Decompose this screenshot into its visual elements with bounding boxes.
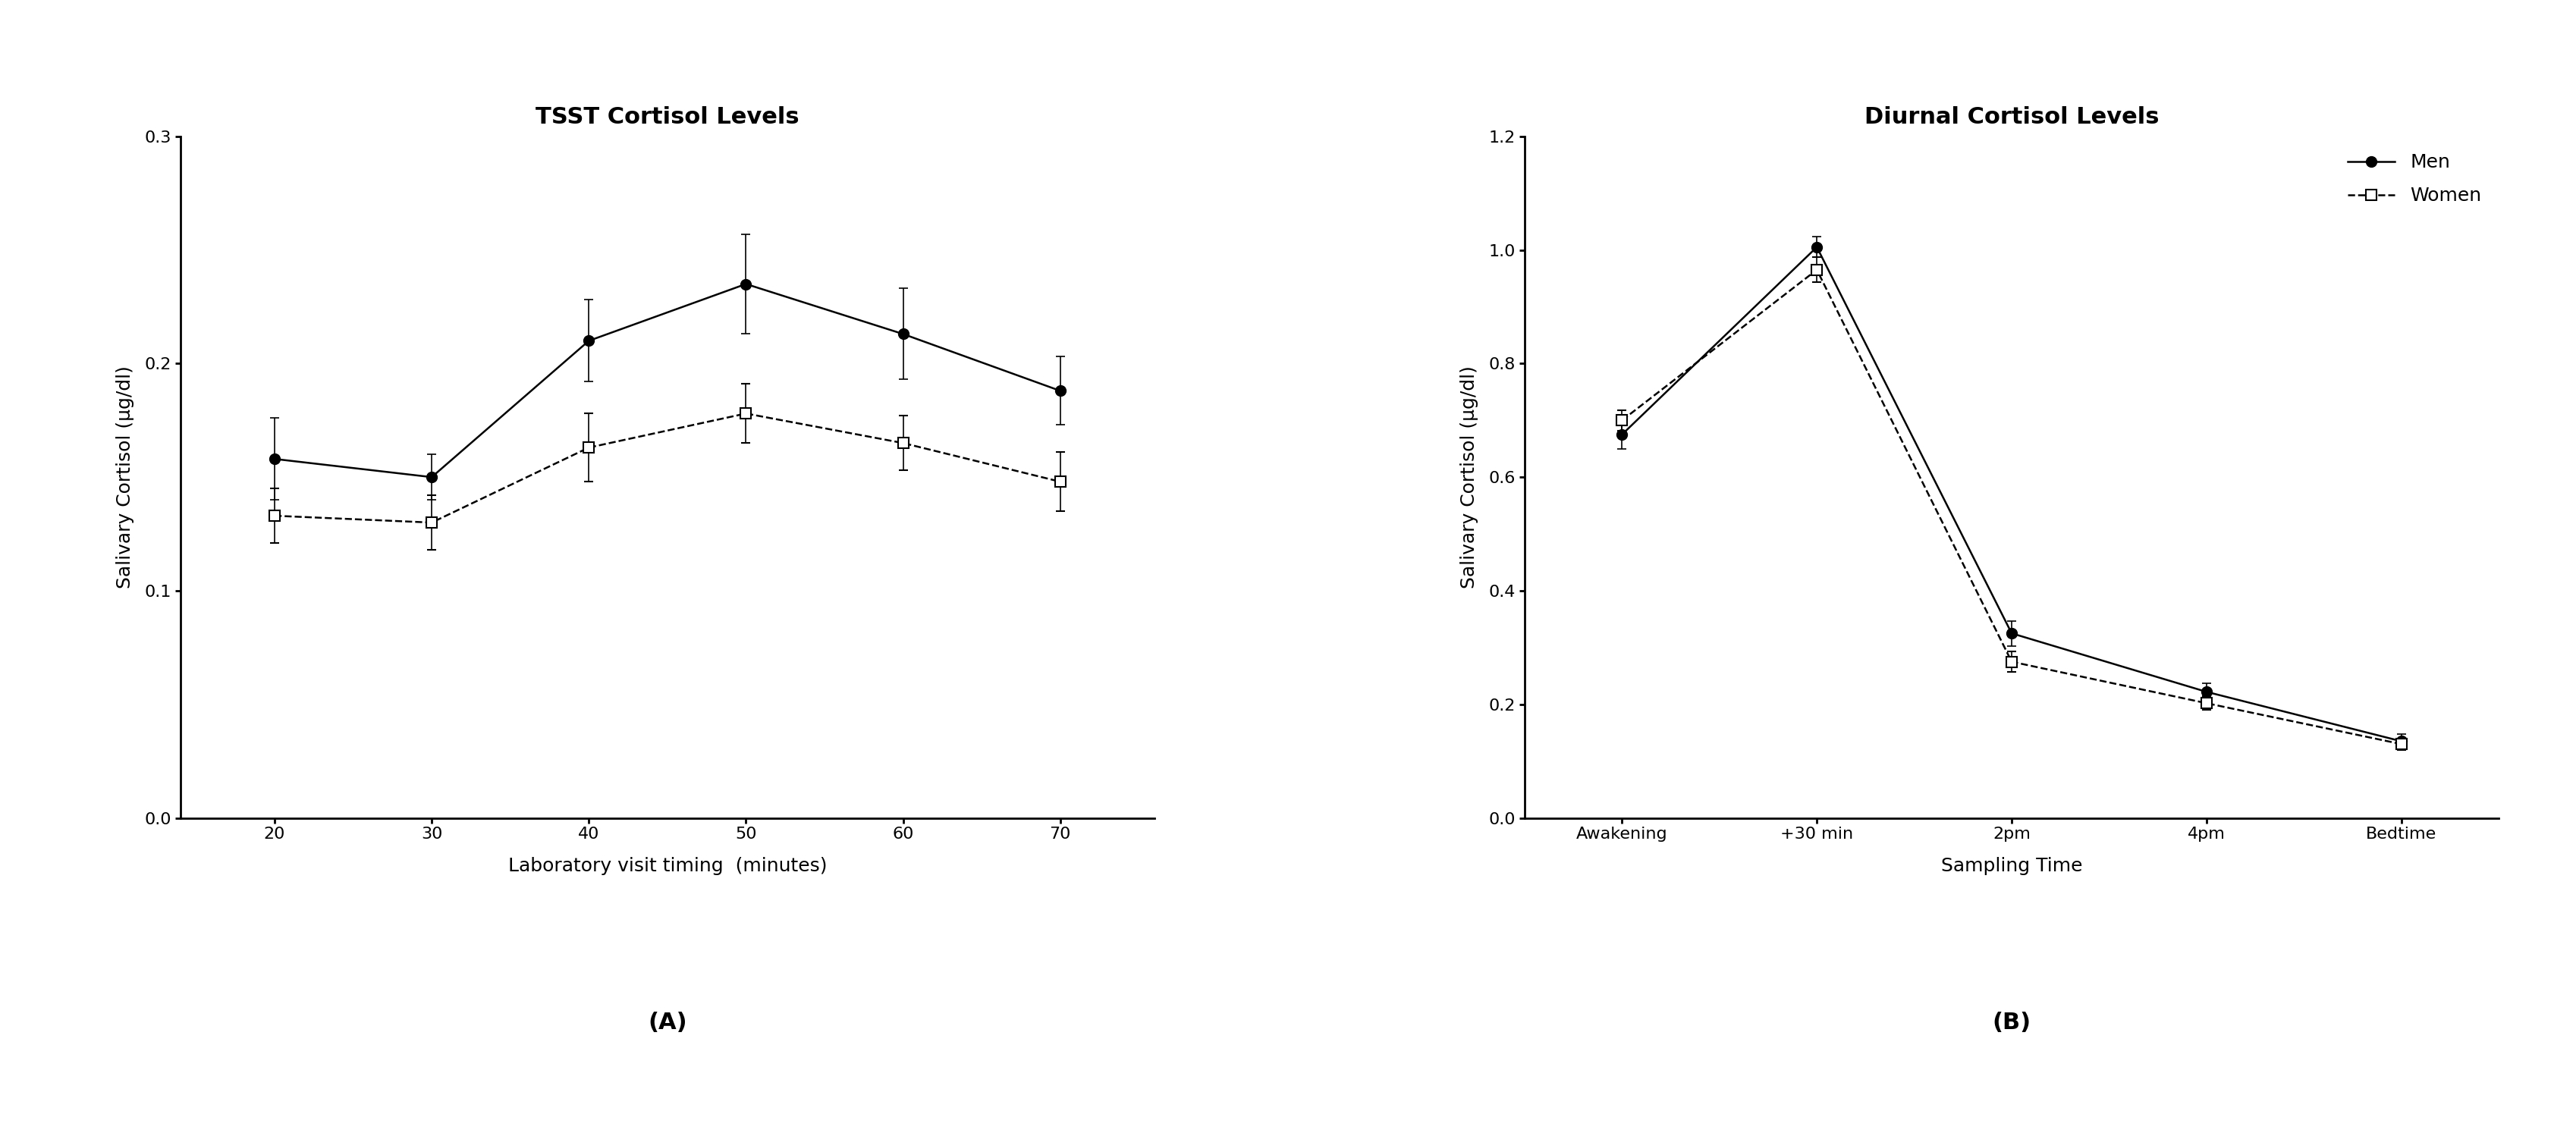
Text: (B): (B) xyxy=(1991,1011,2030,1034)
X-axis label: Sampling Time: Sampling Time xyxy=(1940,857,2081,875)
Y-axis label: Salivary Cortisol (μg/dl): Salivary Cortisol (μg/dl) xyxy=(116,366,134,588)
X-axis label: Laboratory visit timing  (minutes): Laboratory visit timing (minutes) xyxy=(507,857,827,875)
Title: TSST Cortisol Levels: TSST Cortisol Levels xyxy=(536,107,799,128)
Legend: Men, Women: Men, Women xyxy=(2339,145,2488,212)
Text: (A): (A) xyxy=(647,1011,688,1034)
Y-axis label: Salivary Cortisol (μg/dl): Salivary Cortisol (μg/dl) xyxy=(1461,366,1479,588)
Title: Diurnal Cortisol Levels: Diurnal Cortisol Levels xyxy=(1865,107,2159,128)
